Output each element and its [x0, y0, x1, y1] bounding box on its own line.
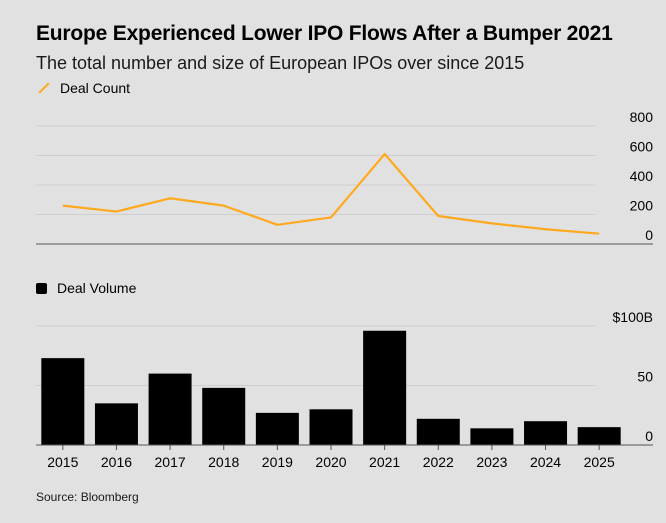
line-y-tick-label: 600	[630, 139, 654, 155]
legend-deal-volume-label: Deal Volume	[57, 280, 137, 296]
deal-volume-bar-2015	[41, 358, 85, 445]
x-tick-label-2018: 2018	[208, 454, 239, 470]
deal-volume-bar-2016	[94, 403, 138, 445]
line-y-tick-label: 400	[630, 168, 654, 184]
deal-volume-bar-2018	[202, 387, 246, 445]
bar-y-tick-label: 50	[637, 369, 653, 385]
deal-volume-bar-2025	[577, 427, 621, 445]
chart-title: Europe Experienced Lower IPO Flows After…	[36, 22, 613, 45]
source-note: Source: Bloomberg	[36, 490, 139, 504]
deal-volume-bar-2023	[470, 428, 514, 445]
deal-volume-bar-2022	[416, 418, 460, 445]
deal-volume-bar-2021	[363, 330, 407, 445]
legend-deal-count: Deal Count	[36, 80, 130, 96]
x-tick-label-2024: 2024	[530, 454, 561, 470]
chart-subtitle: The total number and size of European IP…	[36, 53, 525, 73]
x-tick-label-2016: 2016	[101, 454, 132, 470]
x-tick-label-2015: 2015	[47, 454, 78, 470]
legend-deal-volume: Deal Volume	[36, 280, 136, 296]
x-tick-label-2021: 2021	[369, 454, 400, 470]
deal-volume-bar-2017	[148, 373, 192, 445]
legend-deal-count-label: Deal Count	[60, 80, 131, 96]
line-y-tick-label: 200	[630, 198, 654, 214]
x-tick-label-2023: 2023	[476, 454, 507, 470]
x-tick-label-2025: 2025	[584, 454, 615, 470]
deal-volume-bar-2020	[309, 409, 353, 445]
deal-count-series-line	[62, 152, 600, 235]
x-tick-label-2020: 2020	[315, 454, 346, 470]
x-tick-label-2022: 2022	[423, 454, 454, 470]
line-y-tick-label: 0	[645, 227, 653, 243]
bar-y-tick-label: $100B	[613, 309, 653, 325]
x-tick-label-2017: 2017	[155, 454, 186, 470]
deal-volume-bar-2019	[255, 412, 299, 445]
bar-y-tick-label: 0	[645, 428, 653, 444]
line-y-tick-label: 800	[630, 109, 654, 125]
bar-legend-swatch	[36, 282, 47, 294]
deal-volume-bar-2024	[524, 421, 568, 445]
x-tick-label-2019: 2019	[262, 454, 293, 470]
